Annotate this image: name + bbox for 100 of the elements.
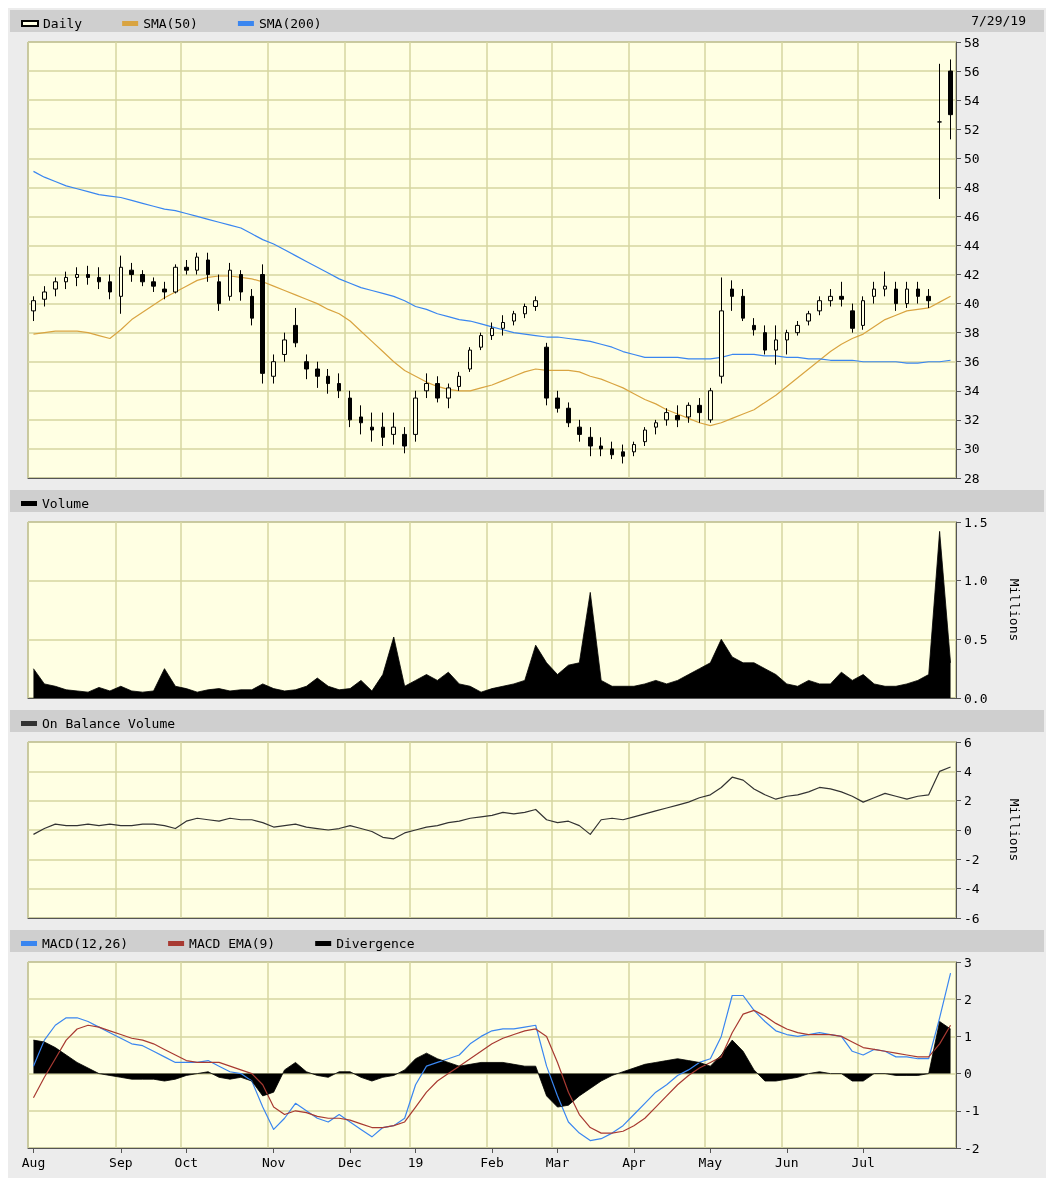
x-tick-label: Feb <box>480 1155 504 1170</box>
y-tick-label: 2 <box>964 793 972 809</box>
candlestick <box>621 444 625 464</box>
y-tick-label: 1.0 <box>964 573 988 589</box>
candlestick <box>664 407 669 427</box>
y-tick-label: 52 <box>964 121 980 137</box>
y-tick-label: 0 <box>964 822 972 838</box>
candlestick <box>53 276 58 297</box>
candlestick <box>315 361 320 389</box>
candlestick <box>435 375 440 403</box>
candlestick <box>381 412 385 447</box>
candlestick <box>719 276 724 385</box>
candlestick <box>806 310 811 326</box>
candlestick <box>173 263 178 294</box>
candlestick <box>632 441 636 457</box>
candlestick <box>675 404 680 428</box>
y-tick-label: 38 <box>964 325 980 341</box>
candlestick <box>610 441 614 460</box>
candlestick <box>64 271 68 290</box>
y-axis-title: Millions <box>1007 798 1022 862</box>
legend-label: On Balance Volume <box>42 716 176 731</box>
y-tick-label: 48 <box>964 179 980 195</box>
candlestick <box>293 307 298 348</box>
candlestick <box>424 372 429 399</box>
candlestick <box>566 401 571 428</box>
candlestick <box>752 317 756 337</box>
y-tick-label: 58 <box>964 34 980 50</box>
candlestick <box>31 295 36 322</box>
x-tick-label: Sep <box>109 1155 133 1170</box>
candlestick <box>250 288 254 326</box>
y-tick-label: 6 <box>964 734 972 750</box>
candlestick <box>883 271 887 297</box>
candlestick <box>588 426 593 457</box>
candlestick <box>479 332 483 351</box>
text: 7/29/19 <box>971 13 1027 28</box>
candlestick <box>501 314 505 337</box>
legend-label: MACD EMA(9) <box>189 936 276 951</box>
candlestick <box>119 255 123 315</box>
y-tick-label: 2 <box>964 991 972 1007</box>
x-tick-label: 19 <box>407 1155 424 1170</box>
candlestick <box>533 295 538 312</box>
candlestick <box>140 269 145 287</box>
legend-label: MACD(12,26) <box>42 936 129 951</box>
legend-label: Daily <box>43 16 83 31</box>
candlestick <box>348 390 352 428</box>
candlestick <box>468 346 472 373</box>
candlestick <box>905 281 909 309</box>
candlestick <box>239 269 243 302</box>
candlestick <box>948 58 953 140</box>
candlestick <box>774 324 778 366</box>
candlestick <box>916 281 920 305</box>
y-tick-label: 40 <box>964 296 980 312</box>
x-tick-label: Jul <box>851 1155 875 1170</box>
candlestick <box>763 324 767 355</box>
line-series <box>32 1009 952 1134</box>
legend-label: Divergence <box>336 936 415 951</box>
candlestick <box>708 387 713 424</box>
candlestick <box>643 426 647 447</box>
candlestick <box>828 288 833 308</box>
candlestick <box>75 266 79 287</box>
candlestick <box>850 303 855 334</box>
candlestick <box>741 288 745 322</box>
candlestick <box>162 281 167 300</box>
y-axis-title: Millions <box>1007 578 1022 642</box>
y-tick-label: 56 <box>964 63 980 79</box>
candlestick <box>402 426 407 454</box>
candlestick <box>260 263 265 385</box>
y-tick-label: 4 <box>964 763 972 779</box>
candlestick <box>599 436 603 457</box>
candlestick <box>512 310 516 326</box>
y-tick-label: 0.5 <box>964 631 988 647</box>
legend-label: Volume <box>42 496 90 511</box>
x-tick-label: Apr <box>622 1155 646 1170</box>
candlestick <box>457 371 461 392</box>
candlestick <box>894 281 898 312</box>
candlestick <box>937 63 942 200</box>
candlestick <box>817 295 822 316</box>
y-tick-label: 1 <box>964 1028 972 1044</box>
y-tick-label: 50 <box>964 150 980 166</box>
candlestick <box>108 274 112 300</box>
candlestick <box>654 419 658 435</box>
y-tick-label: 32 <box>964 412 980 428</box>
y-tick-label: 42 <box>964 267 980 283</box>
y-tick-label: 36 <box>964 354 980 370</box>
y-tick-label: 3 <box>964 954 972 970</box>
x-tick-label: Oct <box>174 1155 199 1170</box>
x-tick-label: Nov <box>261 1155 286 1170</box>
candlestick <box>359 404 363 435</box>
candlestick <box>544 342 549 406</box>
line-series <box>32 972 952 1142</box>
candlestick <box>184 259 189 276</box>
candlestick <box>282 332 287 363</box>
candlestick <box>523 303 527 319</box>
candlestick <box>577 419 582 443</box>
candlestick <box>730 279 734 312</box>
y-tick-label: -2 <box>964 1140 980 1156</box>
candlestick <box>446 383 451 409</box>
legend-label: SMA(50) <box>143 16 198 31</box>
y-tick-label: 34 <box>964 383 980 399</box>
candlestick <box>304 353 309 380</box>
